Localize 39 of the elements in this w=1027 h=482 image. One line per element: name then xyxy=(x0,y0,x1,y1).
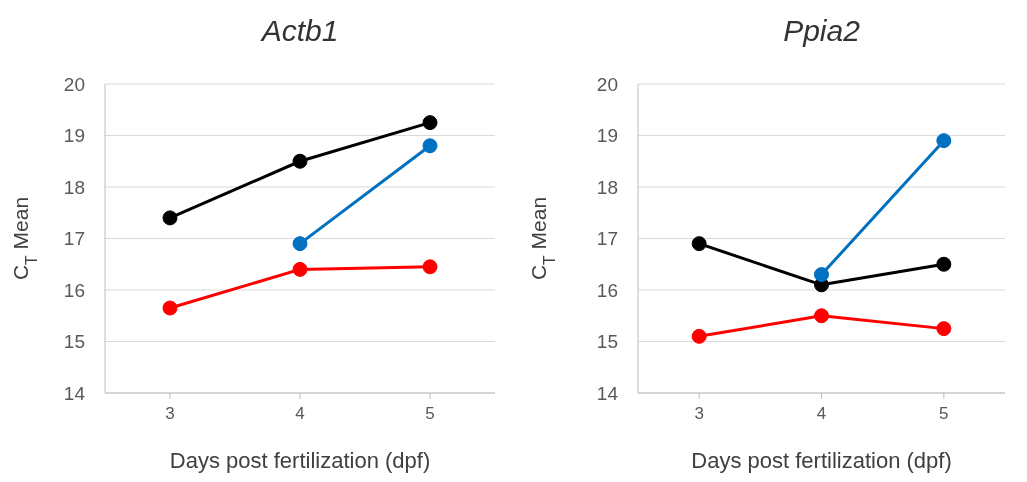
point xyxy=(292,236,308,252)
y-tick-label: 15 xyxy=(63,331,85,353)
y-tick-label: 17 xyxy=(596,228,618,250)
y-tick-label: 19 xyxy=(63,125,85,147)
point xyxy=(422,115,438,131)
point xyxy=(814,308,829,324)
chart-title: Actb1 xyxy=(259,14,340,48)
y-tick-label: 18 xyxy=(63,176,85,198)
y-tick-label: 15 xyxy=(596,331,618,353)
y-tick-label: 16 xyxy=(596,279,618,301)
x-tick-label: 3 xyxy=(165,404,175,424)
x-tick-label: 3 xyxy=(694,404,704,424)
x-axis-title: Days post fertilization (dpf) xyxy=(169,448,431,473)
point xyxy=(936,321,952,337)
chart-title: Ppia2 xyxy=(782,14,861,48)
y-tick-label: 20 xyxy=(596,73,618,95)
x-tick-label: 5 xyxy=(425,404,435,424)
y-tick-label: 19 xyxy=(596,125,618,147)
point xyxy=(691,328,707,344)
point xyxy=(422,259,438,275)
x-tick-label: 4 xyxy=(816,404,827,424)
y-tick-label: 17 xyxy=(63,228,85,250)
point xyxy=(936,133,952,149)
x-tick-label: 4 xyxy=(295,404,305,424)
x-axis-title: Days post fertilization (dpf) xyxy=(691,448,952,473)
y-tick-label: 14 xyxy=(63,382,86,404)
point xyxy=(162,300,178,316)
point xyxy=(292,153,308,169)
y-tick-label: 18 xyxy=(596,176,618,198)
point xyxy=(936,256,952,272)
point xyxy=(162,210,178,226)
y-tick-label: 20 xyxy=(63,73,85,95)
y-tick-label: 16 xyxy=(63,279,85,301)
y-tick-label: 14 xyxy=(596,382,619,404)
point xyxy=(292,261,308,277)
x-tick-label: 5 xyxy=(939,404,949,424)
point xyxy=(814,267,829,283)
point xyxy=(422,138,438,154)
point xyxy=(691,236,707,252)
